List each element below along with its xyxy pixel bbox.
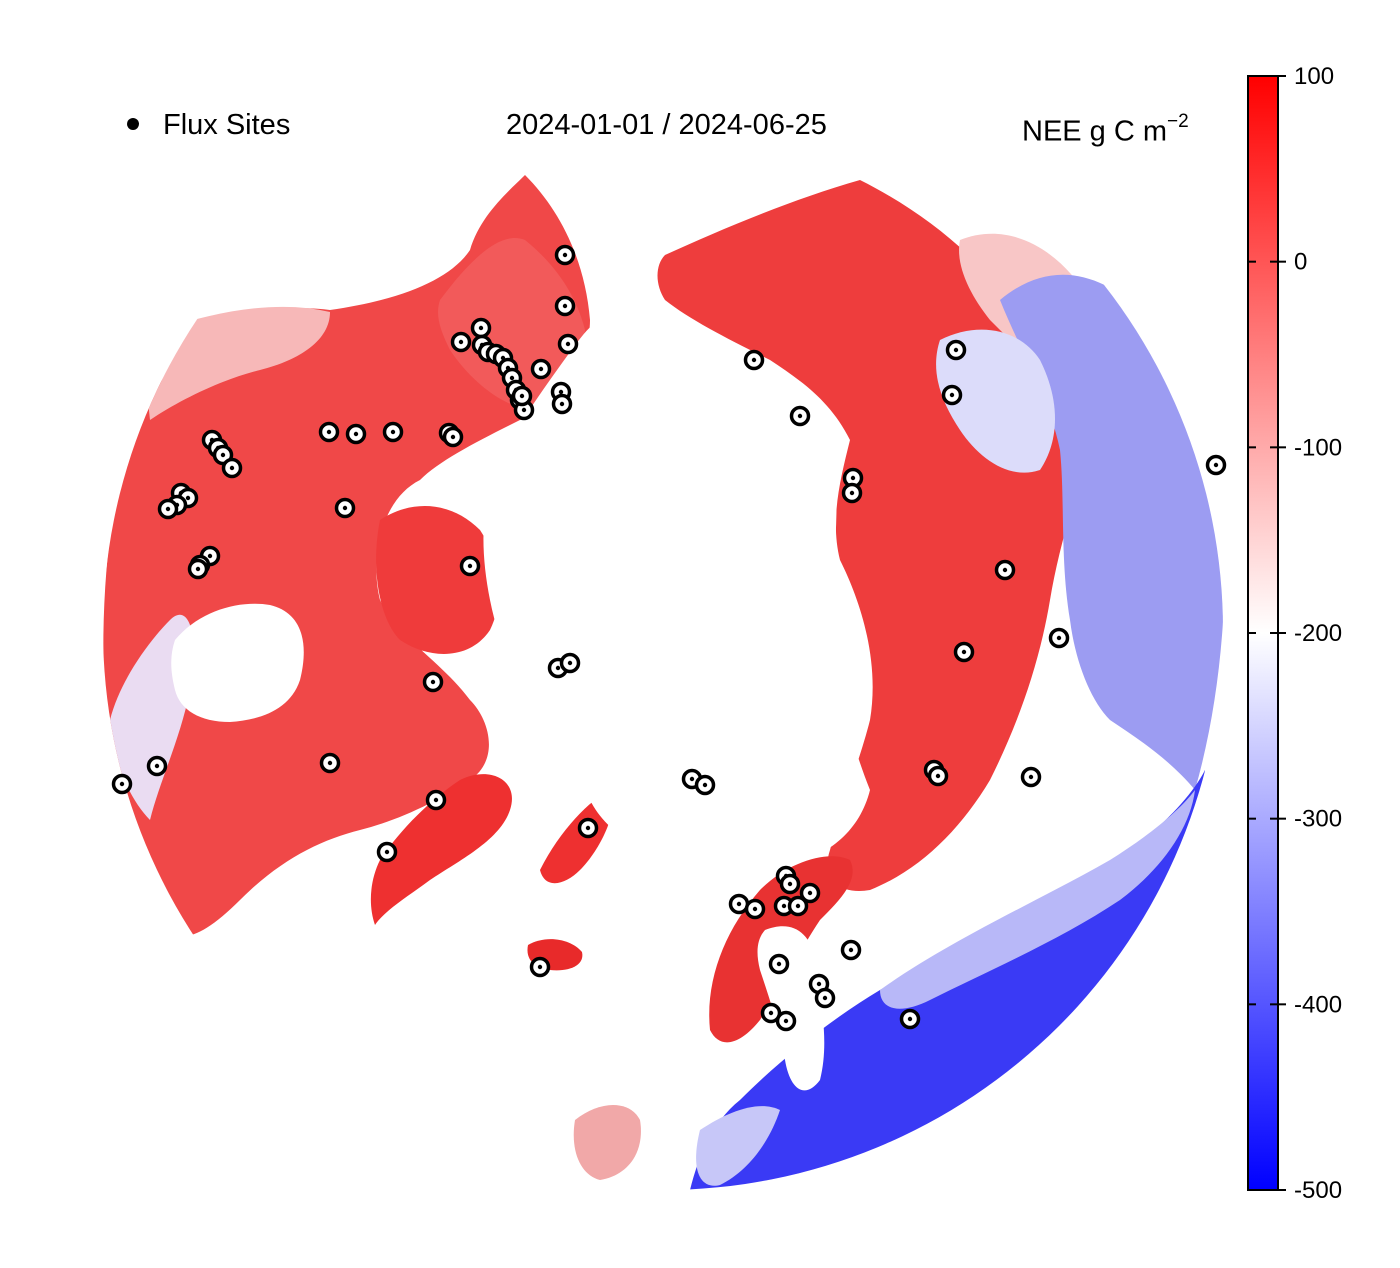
flux-site-center-dot	[450, 434, 456, 440]
flux-site-center-dot	[949, 392, 955, 398]
flux-site-center-dot	[781, 903, 787, 909]
central-asia-sink-region	[1000, 274, 1223, 790]
flux-site-center-dot	[907, 1016, 913, 1022]
flux-site-center-dot	[776, 961, 782, 967]
flux-site-center-dot	[327, 760, 333, 766]
flux-site-center-dot	[538, 366, 544, 372]
colorbar-tick-label: -100	[1294, 434, 1342, 461]
flux-site-center-dot	[1056, 635, 1062, 641]
flux-site-center-dot	[558, 389, 564, 395]
flux-site-center-dot	[787, 881, 793, 887]
flux-site-center-dot	[783, 1018, 789, 1024]
flux-site-center-dot	[752, 906, 758, 912]
arctic-ocean-nodata	[483, 320, 870, 867]
flux-site-center-dot	[702, 782, 708, 788]
flux-site-center-dot	[519, 393, 525, 399]
flux-site-center-dot	[768, 1010, 774, 1016]
land-data-layer	[103, 175, 1223, 1190]
flux-site-center-dot	[797, 413, 803, 419]
legend-label: Flux Sites	[163, 109, 291, 141]
units-label: NEE g C m−2	[1022, 108, 1189, 149]
flux-site-center-dot	[185, 495, 191, 501]
flux-site-center-dot	[119, 781, 125, 787]
flux-site-center-dot	[816, 981, 822, 987]
flux-site-center-dot	[537, 964, 543, 970]
north-america-east-light	[148, 306, 330, 420]
flux-site-center-dot	[689, 776, 695, 782]
flux-site-center-dot	[478, 325, 484, 331]
units-text: NEE g C m	[1022, 115, 1168, 148]
greenland	[370, 774, 512, 925]
flux-site-center-dot	[207, 553, 213, 559]
flux-site-center-dot	[220, 452, 226, 458]
greenland-east-coast	[540, 790, 613, 884]
flux-site-center-dot	[1028, 774, 1034, 780]
flux-site-center-dot	[458, 339, 464, 345]
flux-site-center-dot	[935, 773, 941, 779]
mongolia-light-region	[936, 329, 1055, 473]
flux-site-center-dot	[562, 252, 568, 258]
flux-site-center-dot	[565, 341, 571, 347]
colorbar: 100 0 -100 -200 -300 -400 -500	[1247, 63, 1342, 1204]
flux-site-center-dot	[342, 505, 348, 511]
flux-site-center-dot	[795, 903, 801, 909]
flux-site-center-dot	[807, 890, 813, 896]
colorbar-tick-label: -200	[1294, 620, 1342, 647]
hudson-bay-nodata	[171, 603, 304, 722]
colorbar-tick-label: -500	[1294, 1177, 1342, 1204]
colorbar-tick-label: -300	[1294, 806, 1342, 833]
flux-site-center-dot	[585, 825, 591, 831]
colorbar-tick-label: 0	[1294, 249, 1307, 276]
western-europe-region	[696, 1106, 780, 1186]
flux-site-center-dot	[736, 901, 742, 907]
flux-site-center-dot	[430, 679, 436, 685]
flux-site-legend-marker	[127, 118, 139, 130]
flux-site-center-dot	[850, 475, 856, 481]
flux-site-center-dot	[467, 563, 473, 569]
colorbar-tick-label: -400	[1294, 991, 1342, 1018]
units-exponent: −2	[1167, 111, 1189, 132]
flux-site-center-dot	[961, 649, 967, 655]
flux-site-center-dot	[567, 660, 573, 666]
flux-site-center-dot	[229, 465, 235, 471]
flux-site-center-dot	[953, 347, 959, 353]
flux-site-center-dot	[154, 763, 160, 769]
flux-site-center-dot	[353, 431, 359, 437]
flux-site-center-dot	[433, 797, 439, 803]
flux-site-center-dot	[390, 429, 396, 435]
colorbar-tick-label: 100	[1294, 63, 1334, 90]
flux-site-center-dot	[555, 665, 561, 671]
flux-site-center-dot	[562, 303, 568, 309]
colorbar-ticks: 100 0 -100 -200 -300 -400 -500	[1248, 63, 1342, 1204]
british-isles	[573, 1105, 641, 1180]
arctic-archipelago	[376, 506, 499, 654]
flux-site-center-dot	[848, 947, 854, 953]
flux-site-center-dot	[326, 429, 332, 435]
flux-sites-layer	[111, 244, 1227, 1032]
flux-site-center-dot	[384, 849, 390, 855]
flux-site-center-dot	[1213, 462, 1219, 468]
eastern-europe-mixed-region	[880, 790, 1195, 1009]
flux-site-center-dot	[849, 490, 855, 496]
date-range-title: 2024-01-01 / 2024-06-25	[506, 109, 827, 141]
flux-site-center-dot	[822, 995, 828, 1001]
flux-site-center-dot	[521, 407, 527, 413]
flux-site-center-dot	[751, 357, 757, 363]
flux-site-center-dot	[509, 375, 515, 381]
flux-site-center-dot	[1002, 567, 1008, 573]
flux-site-center-dot	[559, 401, 565, 407]
flux-site-center-dot	[195, 566, 201, 572]
flux-site-center-dot	[165, 506, 171, 512]
